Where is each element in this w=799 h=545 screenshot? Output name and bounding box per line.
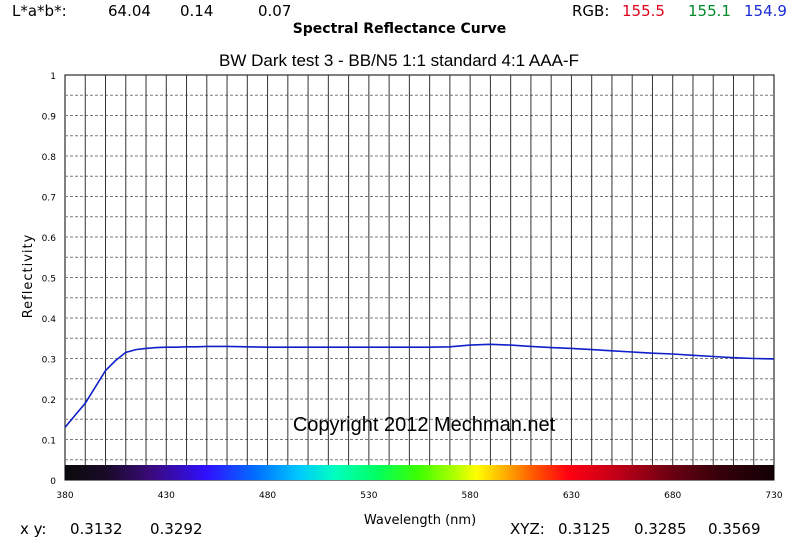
y-tick-label: 1 xyxy=(50,72,56,82)
reflectance-curve xyxy=(64,343,775,428)
y-tick-label: 0.6 xyxy=(42,234,57,244)
x-tick-label: 430 xyxy=(158,491,175,501)
vertical-grid xyxy=(84,75,755,480)
spectrum-bar xyxy=(65,465,774,480)
xy-x-value: 0.3132 xyxy=(70,520,123,538)
x-axis-label: Wavelength (nm) xyxy=(364,513,476,528)
x-tick-label: 480 xyxy=(259,491,276,501)
x-tick-label: 380 xyxy=(56,491,73,501)
chart-title: BW Dark test 3 - BB/N5 1:1 standard 4:1 … xyxy=(219,51,579,70)
y-tick-label: 0.7 xyxy=(42,194,56,204)
lab-b-value: 0.07 xyxy=(258,2,292,20)
rgb-r-value: 155.5 xyxy=(622,2,665,20)
lab-label: L*a*b*: xyxy=(12,2,67,20)
x-tick-labels: 380 430 480 530 580 630 680 730 xyxy=(56,491,782,501)
x-tick-label: 680 xyxy=(664,491,681,501)
y-tick-labels: 0 0.1 0.2 0.3 0.4 0.5 0.6 0.7 0.8 0.9 1 xyxy=(42,72,57,487)
rgb-g-value: 155.1 xyxy=(688,2,731,20)
x-tick-label: 730 xyxy=(765,491,782,501)
xyz-z-value: 0.3569 xyxy=(708,520,761,538)
y-tick-label: 0.3 xyxy=(42,356,56,366)
xyz-y-value: 0.3285 xyxy=(634,520,687,538)
rgb-b-value: 154.9 xyxy=(744,2,787,20)
xyz-label: XYZ: xyxy=(510,520,545,538)
y-tick-label: 0.8 xyxy=(42,153,57,163)
x-tick-label: 530 xyxy=(360,491,377,501)
horizontal-grid xyxy=(65,94,774,461)
y-tick-label: 0.5 xyxy=(42,275,56,285)
x-tick-label: 630 xyxy=(563,491,580,501)
lab-l-value: 64.04 xyxy=(108,2,151,20)
x-tick-label: 580 xyxy=(462,491,479,501)
copyright-watermark: Copyright 2012 Mechman.net xyxy=(293,414,556,436)
xy-label: x y: xyxy=(20,520,47,538)
lab-a-value: 0.14 xyxy=(180,2,214,20)
xyz-x-value: 0.3125 xyxy=(558,520,611,538)
y-axis-label: Reflectivity xyxy=(21,234,36,319)
y-tick-label: 0.9 xyxy=(42,113,57,123)
y-tick-label: 0 xyxy=(50,477,56,487)
y-tick-label: 0.1 xyxy=(42,437,56,447)
y-tick-label: 0.2 xyxy=(42,396,56,406)
page-title: Spectral Reflectance Curve xyxy=(292,21,507,37)
rgb-label: RGB: xyxy=(572,2,610,20)
y-tick-label: 0.4 xyxy=(42,315,57,325)
xy-y-value: 0.3292 xyxy=(150,520,203,538)
